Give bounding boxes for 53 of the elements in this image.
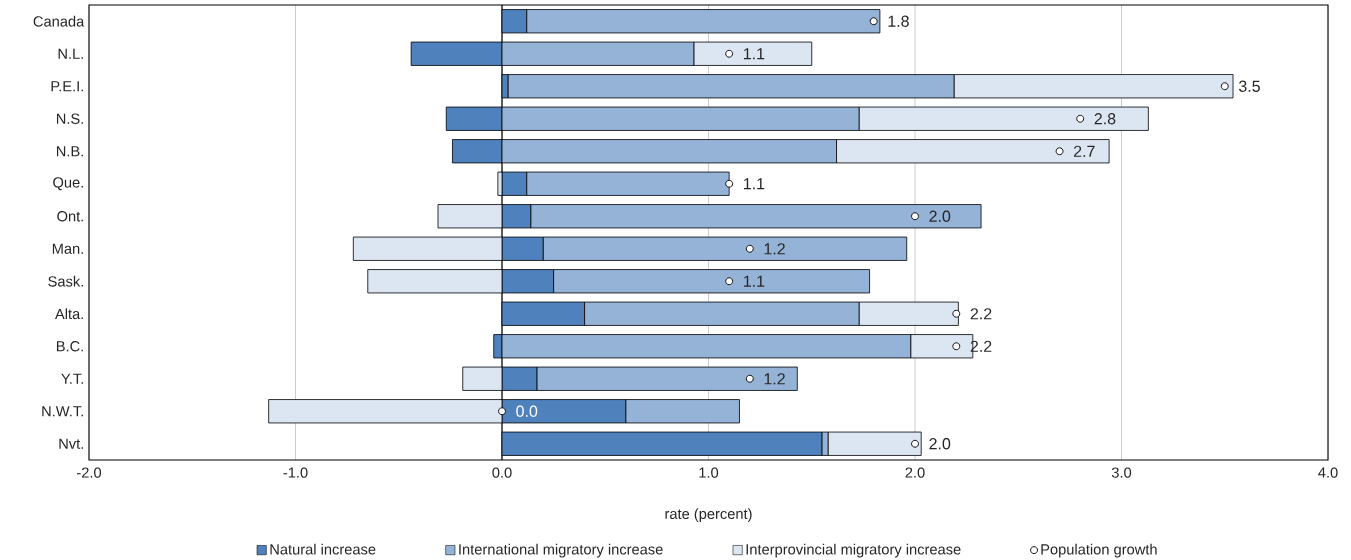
data-label: 2.2 — [970, 308, 992, 320]
y-tick-label: Sask. — [48, 275, 83, 287]
legend-label: International migratory increase — [459, 543, 663, 558]
x-tick-label: 2.0 — [905, 467, 925, 478]
x-tick-label: 0.0 — [492, 467, 512, 478]
point — [911, 439, 919, 448]
point — [745, 374, 754, 383]
point — [1220, 82, 1229, 91]
point — [498, 407, 506, 416]
y-tick-label: N.S. — [56, 113, 83, 124]
x-tick-label: -1.0 — [283, 467, 308, 478]
data-label: 1.1 — [743, 48, 765, 60]
legend-label: Natural increase — [270, 543, 376, 555]
data-label: 1.8 — [888, 15, 909, 27]
point — [725, 179, 734, 188]
point — [725, 49, 734, 58]
legend-label: Population growth — [1041, 543, 1157, 558]
data-label: 2.0 — [929, 210, 951, 222]
y-tick-label: B.C. — [56, 341, 83, 352]
data-label: 1.2 — [764, 243, 785, 255]
y-tick-label: Ont. — [57, 211, 83, 222]
y-tick-label: Y.T. — [61, 373, 83, 384]
y-tick-label: P.E.I. — [51, 81, 83, 92]
y-tick-label: Canada — [33, 15, 85, 27]
y-tick-label: N.L. — [58, 48, 83, 59]
y-tick-label: N.B. — [56, 146, 83, 157]
y-tick-label: Alta. — [54, 308, 83, 320]
y-tick-label: Man. — [52, 243, 83, 254]
legend-label: Interprovincial migratory increase — [746, 543, 961, 558]
point — [1076, 114, 1085, 123]
data-label: 1.1 — [743, 275, 765, 287]
data-label: 1.2 — [764, 373, 785, 385]
point — [952, 309, 961, 318]
data-label: 2.0 — [929, 438, 951, 450]
point — [869, 17, 878, 26]
x-axis-title: rate (percent) — [665, 508, 752, 522]
data-label: 1.1 — [743, 178, 765, 190]
y-tick-label: Que. — [53, 177, 83, 191]
data-label: 2.8 — [1094, 113, 1116, 125]
data-label: 3.5 — [1238, 80, 1260, 92]
data-label: 2.7 — [1073, 145, 1095, 157]
x-tick-label: -2.0 — [77, 467, 102, 478]
x-tick-label: 4.0 — [1318, 467, 1338, 478]
x-tick-label: 1.0 — [699, 467, 719, 478]
point — [1055, 147, 1064, 156]
data-label: 0.0 — [516, 405, 538, 417]
y-tick-label: Nvt. — [59, 438, 83, 449]
y-tick-label: N.W.T. — [42, 406, 83, 417]
point — [911, 212, 919, 221]
point — [952, 342, 961, 351]
x-tick-label: 3.0 — [1111, 467, 1132, 478]
point — [745, 244, 754, 253]
point — [725, 277, 734, 286]
